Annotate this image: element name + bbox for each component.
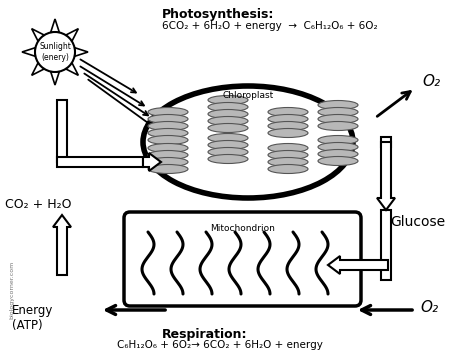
Polygon shape — [75, 48, 88, 56]
Text: Respiration:: Respiration: — [162, 328, 248, 341]
Ellipse shape — [318, 121, 358, 131]
Polygon shape — [66, 29, 78, 41]
Polygon shape — [57, 100, 67, 162]
FancyArrow shape — [328, 256, 388, 274]
Polygon shape — [32, 63, 44, 75]
Ellipse shape — [268, 107, 308, 117]
Ellipse shape — [268, 121, 308, 131]
Polygon shape — [66, 63, 78, 75]
Ellipse shape — [318, 157, 358, 165]
Ellipse shape — [148, 135, 188, 145]
Ellipse shape — [208, 95, 248, 104]
Polygon shape — [32, 29, 44, 41]
FancyArrow shape — [53, 215, 71, 275]
Ellipse shape — [148, 129, 188, 137]
Ellipse shape — [208, 109, 248, 118]
Text: Chloroplast: Chloroplast — [222, 91, 274, 100]
Ellipse shape — [208, 123, 248, 132]
Text: Sunlight
(enery): Sunlight (enery) — [39, 42, 71, 62]
Ellipse shape — [208, 117, 248, 126]
Ellipse shape — [208, 140, 248, 149]
Ellipse shape — [318, 149, 358, 159]
Ellipse shape — [148, 164, 188, 173]
Polygon shape — [51, 19, 59, 32]
Ellipse shape — [208, 154, 248, 163]
Polygon shape — [22, 48, 36, 56]
Ellipse shape — [148, 107, 188, 117]
Polygon shape — [57, 157, 143, 167]
Polygon shape — [381, 210, 391, 280]
Text: Mitochondrion: Mitochondrion — [210, 224, 275, 233]
Ellipse shape — [268, 158, 308, 167]
Ellipse shape — [318, 143, 358, 151]
FancyArrow shape — [143, 153, 161, 171]
FancyBboxPatch shape — [124, 212, 361, 306]
Text: CO₂ + H₂O: CO₂ + H₂O — [5, 199, 72, 211]
Ellipse shape — [143, 86, 353, 198]
Ellipse shape — [318, 107, 358, 117]
Ellipse shape — [148, 121, 188, 131]
Ellipse shape — [208, 134, 248, 143]
Text: Glucose: Glucose — [390, 215, 445, 229]
Text: Energy
(ATP): Energy (ATP) — [12, 304, 54, 332]
Polygon shape — [381, 137, 391, 147]
Text: biologycorner.com: biologycorner.com — [9, 261, 14, 319]
Text: 6CO₂ + 6H₂O + energy  →  C₆H₁₂O₆ + 6O₂: 6CO₂ + 6H₂O + energy → C₆H₁₂O₆ + 6O₂ — [162, 21, 378, 31]
Ellipse shape — [208, 148, 248, 157]
Circle shape — [35, 32, 75, 72]
Ellipse shape — [208, 103, 248, 112]
Text: C₆H₁₂O₆ + 6O₂→ 6CO₂ + 6H₂O + energy: C₆H₁₂O₆ + 6O₂→ 6CO₂ + 6H₂O + energy — [117, 340, 323, 350]
Ellipse shape — [148, 144, 188, 153]
FancyArrow shape — [377, 142, 395, 210]
Ellipse shape — [268, 150, 308, 159]
Polygon shape — [51, 71, 59, 85]
Ellipse shape — [318, 115, 358, 123]
Ellipse shape — [268, 129, 308, 137]
Ellipse shape — [148, 158, 188, 167]
Ellipse shape — [268, 115, 308, 123]
Text: O₂: O₂ — [422, 75, 440, 89]
Ellipse shape — [318, 135, 358, 145]
Ellipse shape — [148, 115, 188, 123]
Ellipse shape — [318, 101, 358, 109]
Text: O₂: O₂ — [420, 300, 438, 316]
Text: Photosynthesis:: Photosynthesis: — [162, 8, 274, 21]
Ellipse shape — [268, 144, 308, 153]
Ellipse shape — [268, 164, 308, 173]
Ellipse shape — [148, 150, 188, 159]
